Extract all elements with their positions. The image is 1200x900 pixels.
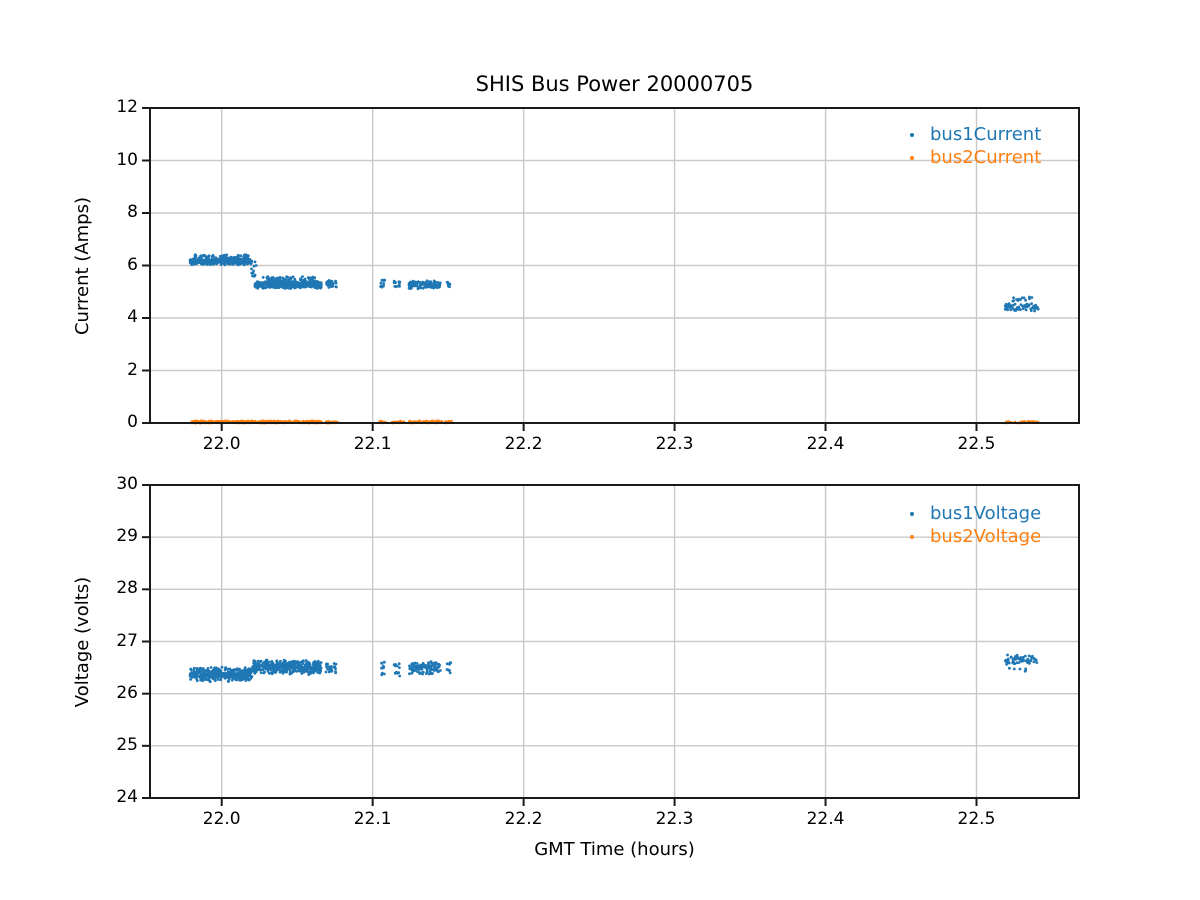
y-tick-label: 30 — [116, 474, 138, 494]
y-tick-label: 6 — [127, 254, 138, 275]
legend-current: bus1Current bus2Current — [898, 123, 1041, 169]
chart-title: SHIS Bus Power 20000705 — [475, 72, 754, 96]
legend-label-bus2current: bus2Current — [930, 147, 1042, 168]
y-tick-label: 24 — [116, 787, 138, 807]
x-tick-label: 22.5 — [957, 434, 996, 454]
legend-item-bus1voltage: bus1Voltage — [898, 502, 1041, 525]
series-bus1Current — [188, 253, 1040, 313]
legend-item-bus2current: bus2Current — [898, 146, 1041, 169]
voltage-axes-frame — [149, 484, 1080, 799]
x-tick-label: 22.2 — [504, 809, 543, 829]
legend-item-bus1current: bus1Current — [898, 123, 1041, 146]
x-tick-label: 22.0 — [202, 809, 241, 829]
bus1voltage-marker-icon — [910, 511, 914, 516]
y-tick-label: 28 — [116, 578, 138, 599]
x-tick-label: 22.1 — [353, 434, 392, 454]
y-tick-label: 4 — [127, 307, 138, 327]
y-tick-label: 27 — [116, 630, 138, 651]
y-tick-label: 8 — [127, 202, 138, 222]
legend-label-bus1voltage: bus1Voltage — [930, 503, 1042, 524]
x-tick-label: 22.5 — [957, 809, 996, 829]
x-tick-label: 22.2 — [504, 434, 543, 454]
series-bus1Voltage — [188, 653, 1039, 684]
bus1current-marker-icon — [910, 132, 914, 137]
legend-item-bus2voltage: bus2Voltage — [898, 525, 1041, 548]
x-tick-label: 22.3 — [655, 434, 694, 454]
y-tick-label: 10 — [116, 149, 138, 170]
x-tick-label: 22.0 — [202, 434, 241, 454]
legend-label-bus2voltage: bus2Voltage — [930, 526, 1042, 547]
y-tick-label: 2 — [127, 359, 138, 380]
bus2voltage-marker-icon — [910, 534, 914, 539]
bus2current-marker-icon — [910, 155, 914, 160]
legend-voltage: bus1Voltage bus2Voltage — [898, 502, 1041, 548]
x-tick-label: 22.4 — [806, 434, 845, 454]
legend-label-bus1current: bus1Current — [930, 124, 1042, 145]
x-tick-label: 22.4 — [806, 809, 845, 829]
y-tick-label: 25 — [116, 734, 138, 755]
y-tick-label: 12 — [116, 97, 138, 117]
x-tick-label: 22.3 — [655, 809, 694, 829]
x-tick-label: 22.1 — [353, 809, 392, 829]
y-tick-label: 29 — [116, 526, 138, 547]
y-tick-label: 0 — [127, 412, 138, 432]
x-axis-label: GMT Time (hours) — [534, 839, 695, 860]
current-axes-frame — [149, 107, 1080, 424]
y-tick-label: 26 — [116, 682, 138, 703]
